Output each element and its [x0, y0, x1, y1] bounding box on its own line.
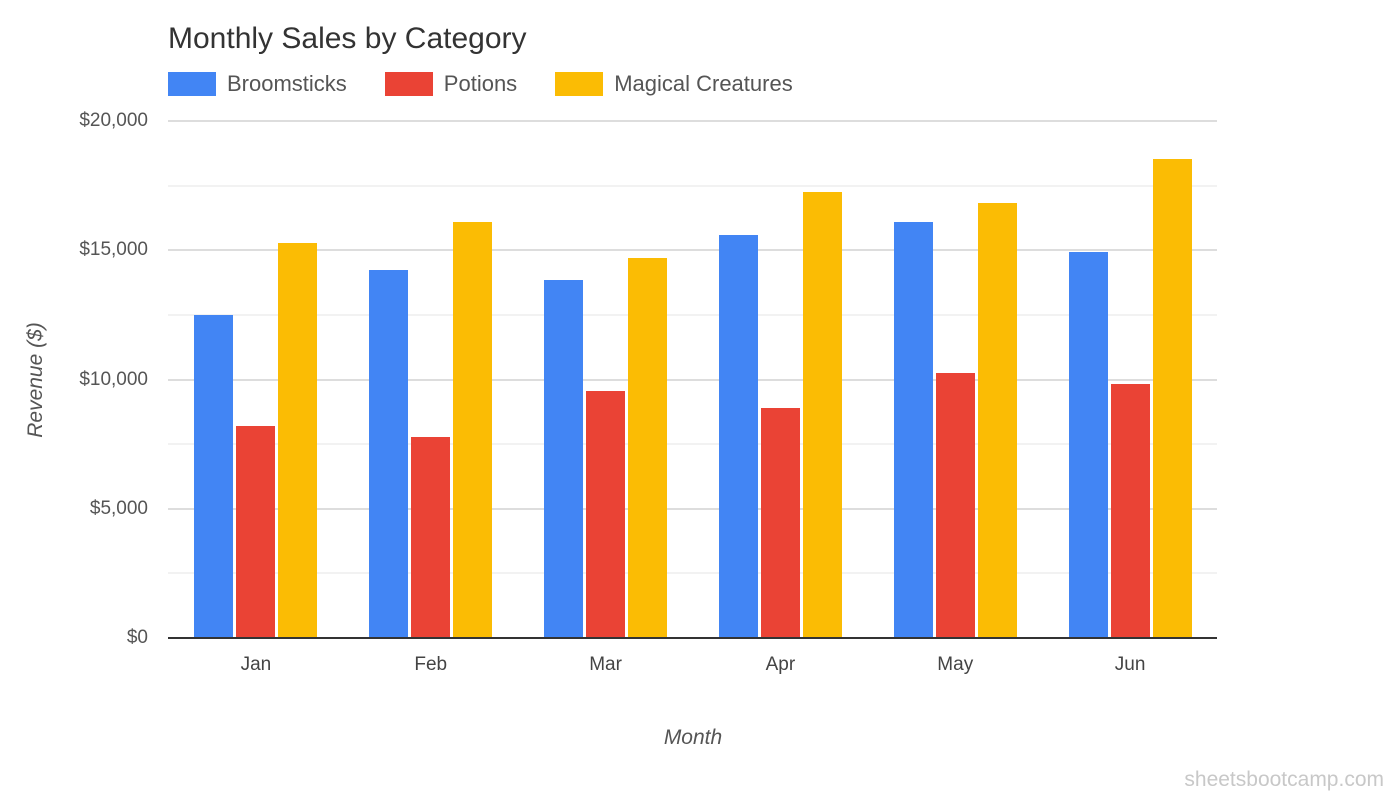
watermark: sheetsbootcamp.com — [1184, 768, 1384, 791]
legend-item-magical-creatures[interactable]: Magical Creatures — [555, 71, 793, 97]
legend-swatch-magical-creatures — [555, 72, 604, 96]
legend-item-broomsticks[interactable]: Broomsticks — [168, 71, 347, 97]
minor-gridline — [168, 572, 1217, 575]
legend-label: Potions — [443, 71, 518, 96]
bar-broomsticks-may[interactable] — [893, 222, 933, 637]
plot-area — [168, 120, 1217, 639]
bar-broomsticks-apr[interactable] — [718, 235, 758, 637]
x-tick-label: Feb — [414, 654, 448, 675]
bar-magical-creatures-mar[interactable] — [628, 258, 668, 637]
bar-magical-creatures-jan[interactable] — [278, 242, 318, 637]
legend-label: Broomsticks — [227, 71, 347, 96]
x-axis-label: Month — [663, 726, 723, 749]
bar-broomsticks-jan[interactable] — [194, 315, 234, 637]
y-axis-label: Revenue ($) — [24, 322, 47, 438]
chart-title: Monthly Sales by Category — [168, 22, 527, 55]
legend-item-potions[interactable]: Potions — [384, 71, 518, 97]
y-tick-label: $5,000 — [89, 497, 148, 519]
y-tick-label: $15,000 — [79, 239, 148, 261]
x-tick-label: Jan — [240, 654, 272, 675]
bar-magical-creatures-may[interactable] — [977, 202, 1017, 637]
bar-potions-feb[interactable] — [411, 436, 451, 637]
bar-potions-jun[interactable] — [1110, 383, 1150, 637]
major-gridline — [168, 249, 1217, 252]
y-tick-label: $0 — [126, 627, 148, 648]
y-tick-label: $20,000 — [79, 110, 148, 131]
bar-potions-may[interactable] — [935, 373, 975, 637]
x-tick-label: Mar — [589, 654, 622, 675]
x-tick-label: May — [937, 654, 974, 675]
bar-broomsticks-jun[interactable] — [1068, 251, 1108, 637]
y-tick-label: $10,000 — [79, 368, 148, 390]
bar-magical-creatures-jun[interactable] — [1152, 158, 1192, 637]
chart-legend: Broomsticks Potions Magical Creatures — [168, 70, 831, 98]
minor-gridline — [168, 443, 1217, 446]
legend-swatch-broomsticks — [168, 72, 216, 96]
bar-broomsticks-mar[interactable] — [544, 280, 584, 637]
major-gridline — [168, 507, 1217, 510]
major-gridline — [168, 120, 1217, 122]
bar-broomsticks-feb[interactable] — [369, 269, 409, 637]
bar-potions-apr[interactable] — [760, 408, 800, 637]
bar-magical-creatures-apr[interactable] — [802, 192, 842, 637]
legend-swatch-potions — [384, 72, 433, 96]
bar-potions-jan[interactable] — [236, 426, 276, 637]
legend-label: Magical Creatures — [614, 71, 793, 96]
bar-potions-mar[interactable] — [586, 391, 626, 637]
minor-gridline — [168, 313, 1217, 316]
x-tick-label: Apr — [765, 654, 796, 675]
x-axis-baseline — [168, 637, 1217, 639]
x-tick-label: Jun — [1114, 654, 1146, 675]
major-gridline — [168, 378, 1217, 381]
minor-gridline — [168, 184, 1217, 187]
bar-magical-creatures-feb[interactable] — [453, 222, 493, 637]
